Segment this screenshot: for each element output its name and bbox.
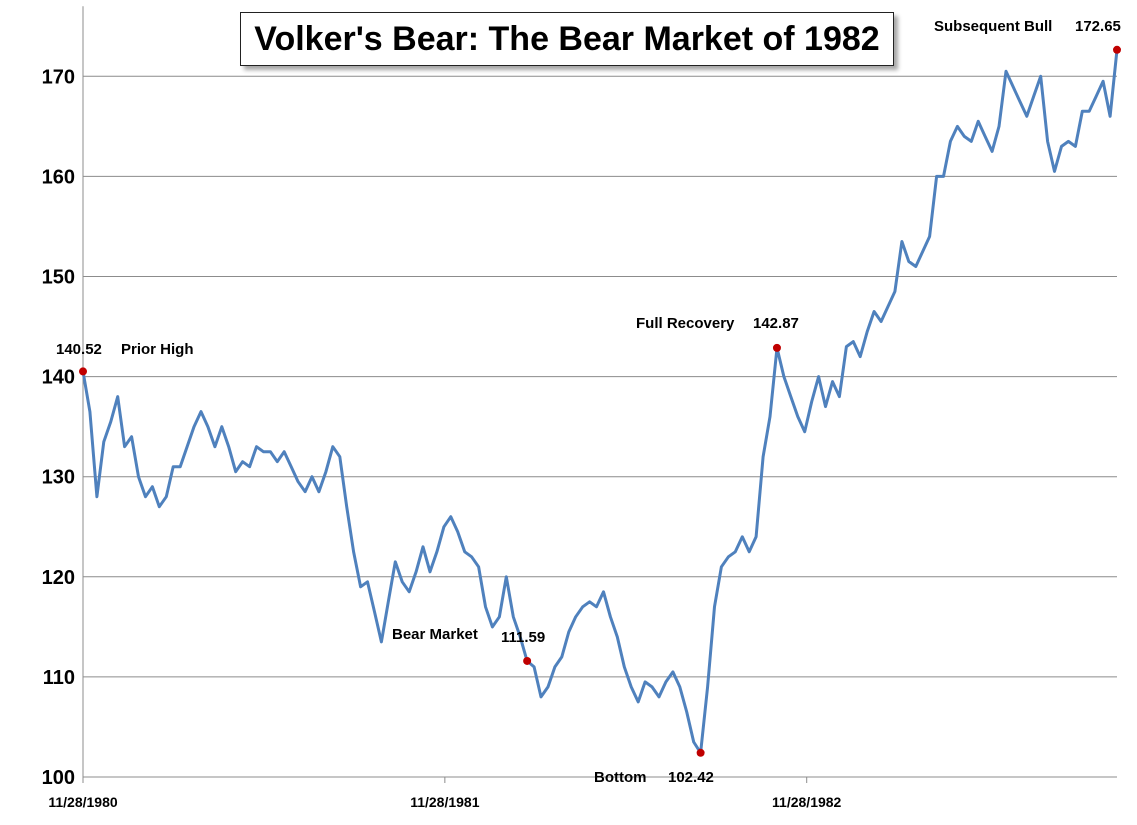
marker-subsequent-bull	[1113, 45, 1121, 54]
annotation-value-bear-market: 111.59	[501, 629, 546, 646]
y-tick-label: 100	[42, 767, 75, 789]
x-tick-label: 11/28/1980	[48, 794, 118, 810]
y-tick-label: 130	[42, 467, 75, 489]
series-line	[81, 49, 1119, 755]
marker-bear-market	[523, 656, 532, 665]
annotation-label-bottom: Bottom	[594, 769, 647, 786]
marker-bottom	[696, 748, 705, 757]
x-tick-label: 11/28/1981	[410, 794, 480, 810]
annotation-value-subsequent-bull: 172.65	[1075, 18, 1121, 35]
annotation-label-prior-high: Prior High	[121, 341, 194, 358]
y-tick-label: 170	[42, 66, 75, 88]
y-tick-label: 110	[43, 667, 75, 689]
annotation-label-bear-market: Bear Market	[392, 626, 478, 643]
y-tick-label: 150	[42, 267, 75, 289]
y-tick-label: 120	[42, 567, 75, 589]
chart-title: Volker's Bear: The Bear Market of 1982	[240, 12, 894, 66]
marker-full-recovery	[772, 343, 781, 352]
marker-prior-high	[79, 367, 87, 376]
y-tick-label: 160	[42, 166, 75, 188]
annotation-label-subsequent-bull: Subsequent Bull	[934, 18, 1053, 35]
annotation-label-full-recovery: Full Recovery	[636, 315, 735, 332]
annotation-value-prior-high: 140.52	[56, 341, 102, 358]
annotation-value-bottom: 102.42	[668, 769, 714, 786]
annotation-value-full-recovery: 142.87	[753, 315, 799, 332]
x-tick-label: 11/28/1982	[772, 794, 842, 810]
y-tick-label: 140	[42, 367, 75, 389]
